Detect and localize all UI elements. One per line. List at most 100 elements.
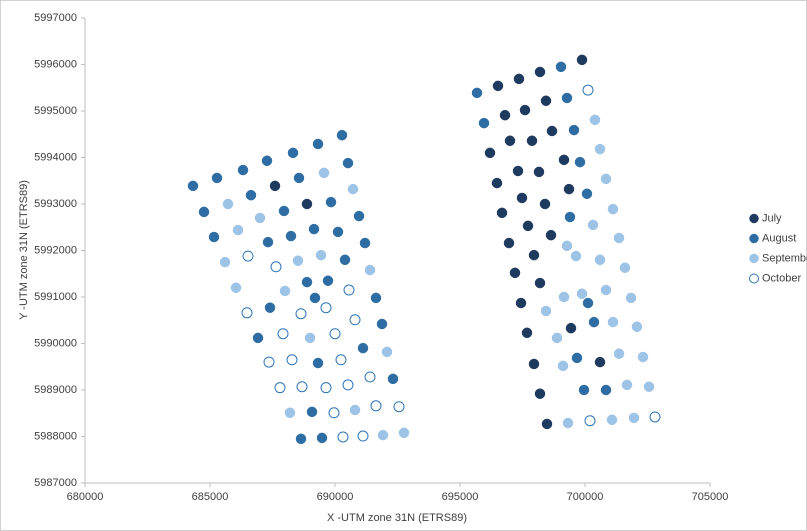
legend-marker xyxy=(749,233,759,244)
y-tick-label: 5990000 xyxy=(34,337,77,349)
point xyxy=(295,308,307,320)
legend-label: October xyxy=(762,272,801,284)
point xyxy=(589,114,601,126)
point xyxy=(584,415,596,427)
x-tick-label: 685000 xyxy=(192,491,229,503)
point xyxy=(262,236,274,248)
y-axis-title: Y -UTM zone 31N (ETRS89) xyxy=(18,180,30,320)
x-tick-label: 700000 xyxy=(567,491,604,503)
y-tick-label: 5994000 xyxy=(34,151,77,163)
point xyxy=(309,292,321,304)
point xyxy=(574,156,586,168)
point xyxy=(357,430,369,442)
point xyxy=(594,254,606,266)
point xyxy=(562,417,574,429)
legend-marker xyxy=(749,273,759,284)
point xyxy=(222,198,234,210)
point xyxy=(607,203,619,215)
point xyxy=(557,360,569,372)
point xyxy=(619,262,631,273)
point xyxy=(545,229,557,241)
point xyxy=(279,285,291,297)
point xyxy=(607,316,619,328)
x-tick-label: 690000 xyxy=(317,491,354,503)
point xyxy=(541,418,553,430)
point xyxy=(594,143,606,155)
point xyxy=(269,180,281,192)
point xyxy=(576,54,588,66)
point xyxy=(339,254,351,266)
point xyxy=(286,354,298,366)
point xyxy=(332,226,344,238)
point xyxy=(198,206,210,218)
point xyxy=(631,321,643,333)
y-tick-label: 5996000 xyxy=(34,58,77,70)
point xyxy=(292,255,304,266)
point xyxy=(304,332,316,344)
point xyxy=(322,275,334,286)
point xyxy=(534,66,546,78)
point xyxy=(588,316,600,328)
point xyxy=(381,346,393,358)
y-tick-label: 5995000 xyxy=(34,105,77,117)
point xyxy=(546,125,558,137)
point xyxy=(230,282,242,293)
y-tick-label: 5992000 xyxy=(34,244,77,256)
point xyxy=(561,240,573,252)
y-tick-label: 5993000 xyxy=(34,198,77,210)
point xyxy=(364,264,376,276)
point xyxy=(594,356,606,368)
point xyxy=(528,249,540,261)
point xyxy=(600,284,612,296)
point xyxy=(600,173,612,185)
point xyxy=(515,297,527,309)
point xyxy=(649,411,661,423)
point xyxy=(587,219,599,231)
point xyxy=(306,406,318,418)
point xyxy=(296,381,308,393)
point xyxy=(261,155,273,167)
point xyxy=(357,342,369,354)
point xyxy=(245,189,257,201)
point xyxy=(478,117,490,129)
point xyxy=(342,379,354,391)
point xyxy=(320,302,332,314)
point xyxy=(526,135,538,147)
x-axis-title: X -UTM zone 31N (ETRS89) xyxy=(327,512,467,524)
point xyxy=(349,404,361,416)
point xyxy=(208,231,220,243)
point xyxy=(564,211,576,223)
point xyxy=(540,95,552,107)
point xyxy=(353,210,365,222)
x-tick-label: 705000 xyxy=(692,491,729,503)
point xyxy=(561,92,573,104)
point xyxy=(337,431,349,443)
point xyxy=(555,61,567,73)
point xyxy=(600,384,612,396)
point xyxy=(521,327,533,339)
point xyxy=(387,373,399,385)
point xyxy=(277,328,289,340)
point xyxy=(563,183,575,195)
point xyxy=(242,250,254,262)
point xyxy=(551,332,563,344)
y-tick-label: 5987000 xyxy=(34,477,77,489)
point xyxy=(628,412,640,424)
point xyxy=(343,284,355,296)
legend-label: August xyxy=(762,232,796,244)
point xyxy=(211,172,223,184)
point xyxy=(503,237,515,249)
point xyxy=(377,429,389,441)
legend-label: July xyxy=(762,212,782,224)
point xyxy=(471,87,483,99)
point xyxy=(534,277,546,289)
point xyxy=(312,138,324,150)
point xyxy=(359,237,371,249)
point xyxy=(232,224,244,236)
point xyxy=(558,291,570,303)
point xyxy=(491,177,503,189)
point xyxy=(484,147,496,159)
point xyxy=(570,250,582,262)
